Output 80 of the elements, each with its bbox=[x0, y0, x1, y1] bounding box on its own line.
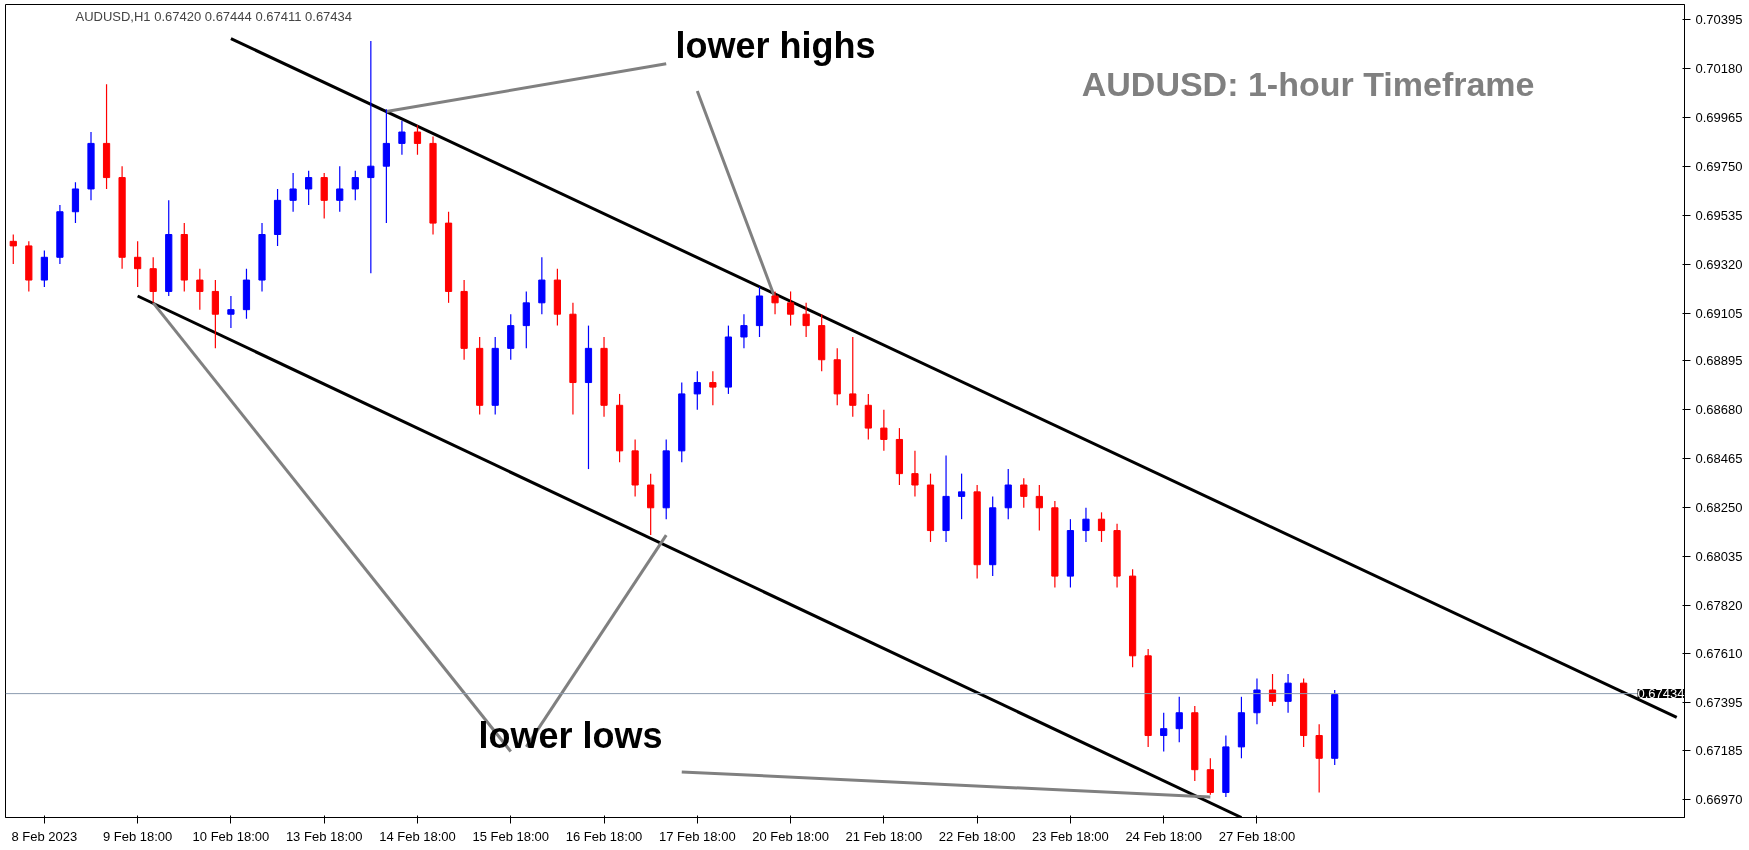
candlestick bbox=[1253, 677, 1261, 725]
candlestick bbox=[1097, 511, 1106, 543]
candlestick bbox=[134, 240, 142, 288]
y-tick-label: 0.69320 bbox=[1695, 256, 1743, 272]
candlestick bbox=[367, 40, 375, 274]
y-tick-label: 0.69105 bbox=[1695, 305, 1743, 321]
candlestick bbox=[771, 290, 779, 315]
candlestick bbox=[40, 249, 48, 288]
candlestick bbox=[1206, 757, 1214, 796]
candlestick bbox=[1175, 696, 1183, 743]
candlestick bbox=[507, 313, 515, 361]
candlestick bbox=[149, 256, 157, 304]
x-tick-label: 21 Feb 18:00 bbox=[845, 828, 923, 844]
candlestick bbox=[786, 290, 795, 327]
candlestick bbox=[849, 336, 857, 418]
y-tick-label: 0.67395 bbox=[1695, 695, 1743, 710]
candlestick bbox=[522, 290, 530, 349]
candlestick bbox=[413, 124, 422, 156]
x-tick-label: 17 Feb 18:00 bbox=[659, 828, 736, 844]
x-tick-label: 23 Feb 18:00 bbox=[1032, 828, 1109, 844]
x-tick-label: 14 Feb 18:00 bbox=[379, 828, 456, 844]
candlestick bbox=[538, 256, 546, 315]
candlestick bbox=[227, 295, 235, 329]
candlestick bbox=[693, 370, 701, 411]
x-tick-label: 15 Feb 18:00 bbox=[472, 828, 550, 844]
candlestick bbox=[1268, 673, 1277, 707]
y-tick-label: 0.70395 bbox=[1695, 11, 1743, 27]
candlestick bbox=[1035, 484, 1043, 532]
candlestick bbox=[957, 473, 966, 520]
candlestick bbox=[71, 181, 80, 224]
x-tick-label: 24 Feb 18:00 bbox=[1125, 828, 1203, 844]
x-tick-label: 9 Feb 18:00 bbox=[102, 828, 173, 844]
candlestick bbox=[864, 393, 872, 441]
y-tick-label: 0.67185 bbox=[1695, 742, 1743, 758]
y-tick-label: 0.66970 bbox=[1695, 791, 1743, 807]
y-tick-label: 0.70180 bbox=[1695, 60, 1743, 76]
x-tick-label: 27 Feb 18:00 bbox=[1218, 828, 1296, 844]
candlestick bbox=[1284, 673, 1292, 714]
candlestick bbox=[1160, 712, 1168, 753]
y-tick-label: 0.69965 bbox=[1695, 109, 1743, 125]
candlestick bbox=[336, 165, 344, 213]
candlestick bbox=[320, 172, 328, 220]
candlestick bbox=[1004, 468, 1012, 520]
candlestick bbox=[1020, 477, 1028, 509]
candlestick bbox=[647, 473, 655, 536]
candlestick bbox=[709, 370, 717, 406]
x-tick-label: 10 Feb 18:00 bbox=[192, 828, 270, 844]
x-tick-label: 8 Feb 2023 bbox=[11, 828, 78, 844]
candlestick bbox=[398, 120, 406, 156]
annotation: lower highs bbox=[675, 25, 876, 66]
x-tick-label: 13 Feb 18:00 bbox=[285, 828, 363, 844]
y-tick-label: 0.67820 bbox=[1695, 598, 1743, 614]
annotation: lower lows bbox=[478, 715, 663, 756]
x-tick-label: 16 Feb 18:00 bbox=[565, 828, 643, 844]
y-tick-label: 0.69535 bbox=[1695, 207, 1743, 223]
candlestick bbox=[382, 108, 390, 224]
candlestick bbox=[880, 409, 888, 452]
y-tick-label: 0.69750 bbox=[1695, 158, 1743, 174]
candlestick bbox=[196, 268, 204, 311]
chart-subtitle: AUDUSD,H1 0.67420 0.67444 0.67411 0.67434 bbox=[75, 8, 353, 24]
ref-line-label: 0.67434 bbox=[1637, 686, 1685, 702]
candlestick bbox=[1315, 723, 1323, 794]
y-tick-label: 0.67610 bbox=[1695, 646, 1743, 662]
candlestick bbox=[211, 279, 219, 349]
candlestick bbox=[740, 313, 748, 349]
candlestick bbox=[802, 302, 810, 338]
x-tick-label: 20 Feb 18:00 bbox=[752, 828, 829, 844]
y-tick-label: 0.68250 bbox=[1695, 500, 1743, 516]
candlestick bbox=[289, 172, 297, 213]
candlestick bbox=[911, 450, 919, 497]
candlestick bbox=[351, 170, 359, 201]
candlestick bbox=[1082, 507, 1090, 543]
text: AUDUSD: 1-hour Timeframe bbox=[1081, 64, 1535, 103]
y-tick-label: 0.68680 bbox=[1695, 402, 1743, 418]
y-tick-label: 0.68895 bbox=[1695, 353, 1743, 369]
y-tick-label: 0.68465 bbox=[1695, 451, 1743, 467]
candlestick bbox=[9, 233, 17, 265]
candlestick bbox=[305, 170, 313, 206]
x-tick-label: 22 Feb 18:00 bbox=[938, 828, 1016, 844]
y-tick-label: 0.68035 bbox=[1695, 549, 1743, 565]
